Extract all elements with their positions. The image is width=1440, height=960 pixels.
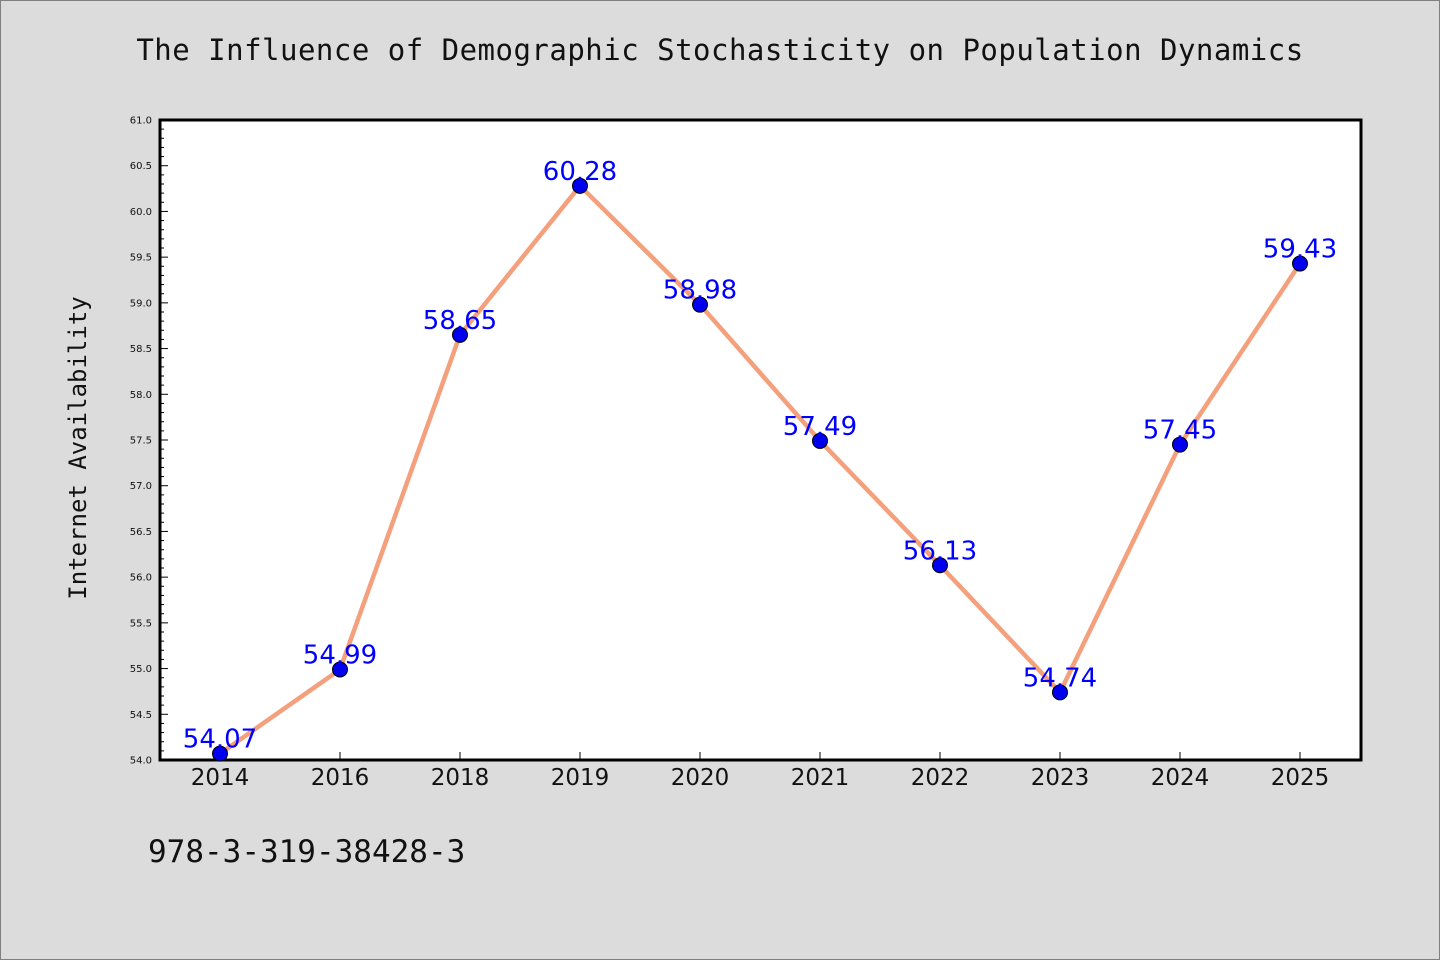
x-tick-label: 2024 (1151, 765, 1210, 791)
x-tick-label: 2025 (1271, 765, 1330, 791)
data-label: 59.43 (1263, 235, 1337, 265)
x-tick-label: 2014 (191, 765, 250, 791)
data-label: 54.74 (1023, 663, 1097, 693)
data-point (1172, 436, 1188, 453)
x-tick-label: 2023 (1031, 765, 1090, 791)
series-line (217, 183, 1303, 756)
x-tick-label: 2018 (431, 765, 490, 791)
data-point (812, 432, 828, 449)
data-label: 57.49 (783, 412, 857, 442)
data-point (572, 177, 588, 194)
y-tick-label: 58.0 (130, 390, 152, 401)
y-tick-label: 55.0 (130, 664, 152, 675)
data-label: 60.28 (543, 157, 617, 187)
y-tick-label: 54.0 (130, 756, 152, 767)
data-point (212, 745, 228, 762)
data-point (692, 296, 708, 313)
y-axis-label: Internet Availability (64, 296, 92, 599)
data-point (332, 661, 348, 678)
data-label: 58.98 (663, 276, 737, 306)
x-tick-label: 2019 (551, 765, 610, 791)
y-tick-label: 57.0 (130, 481, 152, 492)
y-tick-label: 60.5 (130, 161, 152, 172)
data-label: 54.99 (303, 640, 377, 670)
x-tick-label: 2022 (911, 765, 970, 791)
data-point (452, 326, 468, 343)
y-tick-label: 59.0 (130, 298, 152, 309)
data-label: 57.45 (1143, 416, 1217, 446)
chart-title: The Influence of Demographic Stochastici… (136, 33, 1304, 67)
data-label: 58.65 (423, 306, 497, 336)
data-point (1292, 255, 1308, 272)
data-point (1052, 684, 1068, 701)
x-tick-label: 2020 (671, 765, 730, 791)
x-tick-label: 2016 (311, 765, 370, 791)
data-label: 56.13 (903, 536, 977, 566)
y-tick-label: 56.5 (130, 527, 152, 538)
y-tick-label: 54.5 (130, 710, 152, 721)
y-tick-label: 58.5 (130, 344, 152, 355)
y-tick-label: 60.0 (130, 207, 152, 218)
y-tick-label: 59.5 (130, 253, 152, 264)
y-tick-label: 57.5 (130, 436, 152, 447)
plot-area (158, 118, 1363, 762)
x-tick-label: 2021 (791, 765, 850, 791)
y-tick-label: 61.0 (130, 116, 152, 127)
y-tick-label: 55.5 (130, 618, 152, 629)
y-tick-label: 56.0 (130, 573, 152, 584)
data-point (932, 557, 948, 574)
footer-code: 978-3-319-38428-3 (148, 834, 466, 870)
data-label: 54.07 (183, 725, 257, 755)
